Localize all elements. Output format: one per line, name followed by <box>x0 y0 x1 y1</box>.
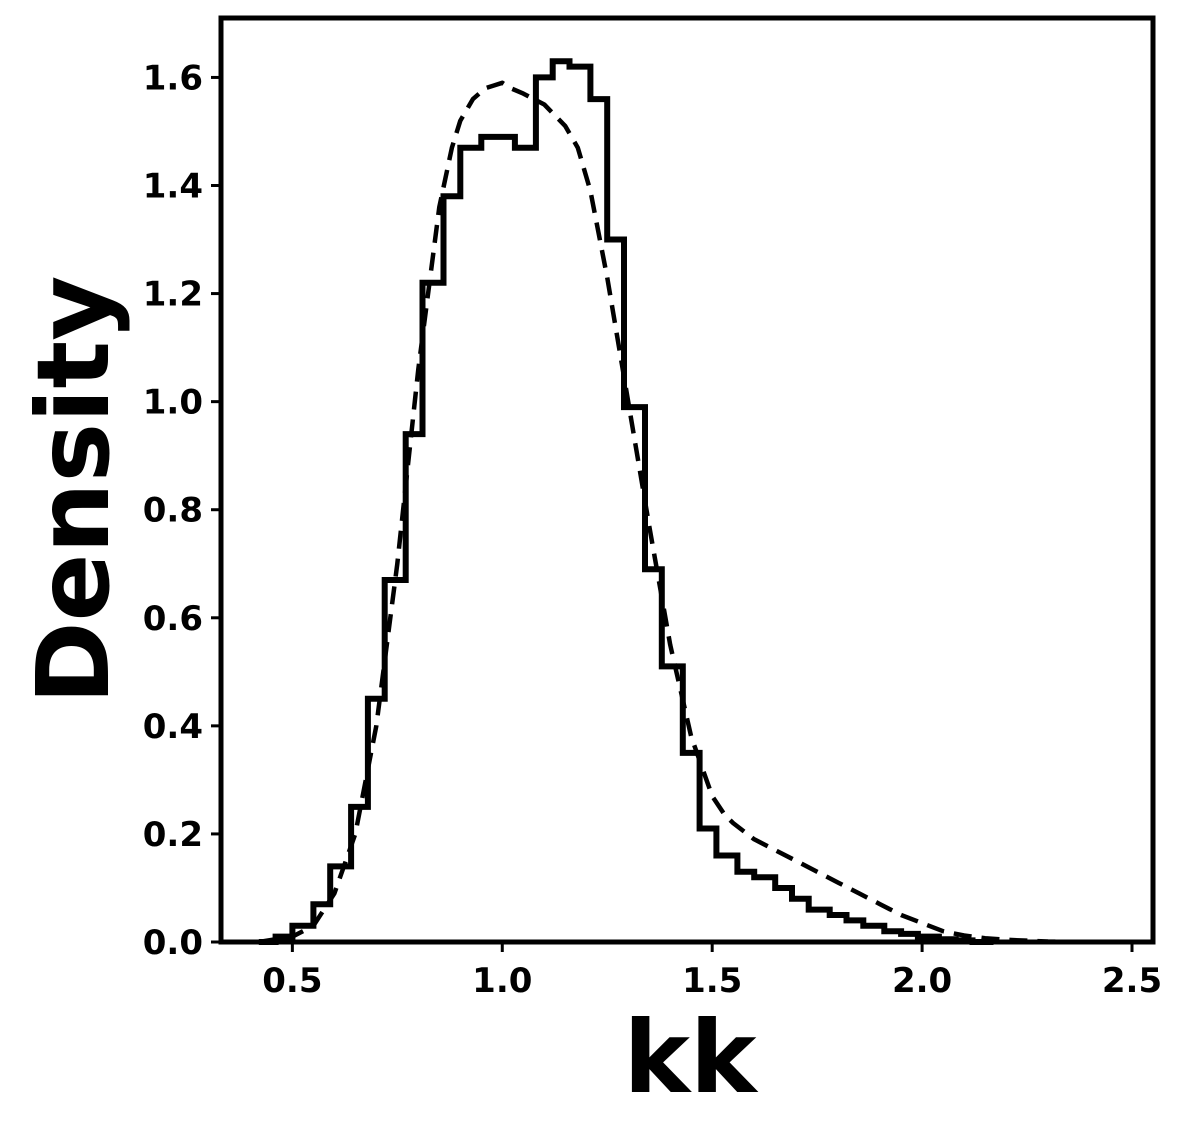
y-tick-label: 0.4 <box>143 707 203 747</box>
y-tick-label: 1.2 <box>143 275 203 315</box>
x-tick-label: 1.5 <box>682 961 742 1001</box>
x-tick-label: 2.5 <box>1102 961 1162 1001</box>
plot-frame <box>218 15 1156 945</box>
y-tick-label: 0.6 <box>143 599 203 639</box>
x-tick-label: 1.0 <box>472 961 532 1001</box>
x-axis-title: kk <box>623 999 759 1116</box>
y-tick-label: 1.6 <box>143 58 203 98</box>
x-tick-label: 2.0 <box>892 961 952 1001</box>
y-tick-label: 0.8 <box>143 491 203 531</box>
histogram-steps <box>258 58 994 945</box>
y-tick-label: 0.2 <box>143 815 203 855</box>
y-axis: 0.0 0.2 0.4 0.6 0.8 1.0 1.2 1.4 1.6 <box>143 58 221 963</box>
y-tick-label: 0.0 <box>143 923 203 963</box>
y-tick-label: 1.4 <box>143 167 203 207</box>
x-axis: 0.5 1.0 1.5 2.0 2.5 <box>262 942 1162 1001</box>
x-tick-label: 0.5 <box>262 961 322 1001</box>
y-tick-label: 1.0 <box>143 383 203 423</box>
y-axis-title: Density <box>15 276 132 705</box>
density-curve <box>258 80 1091 945</box>
plot-marks <box>258 58 1091 945</box>
